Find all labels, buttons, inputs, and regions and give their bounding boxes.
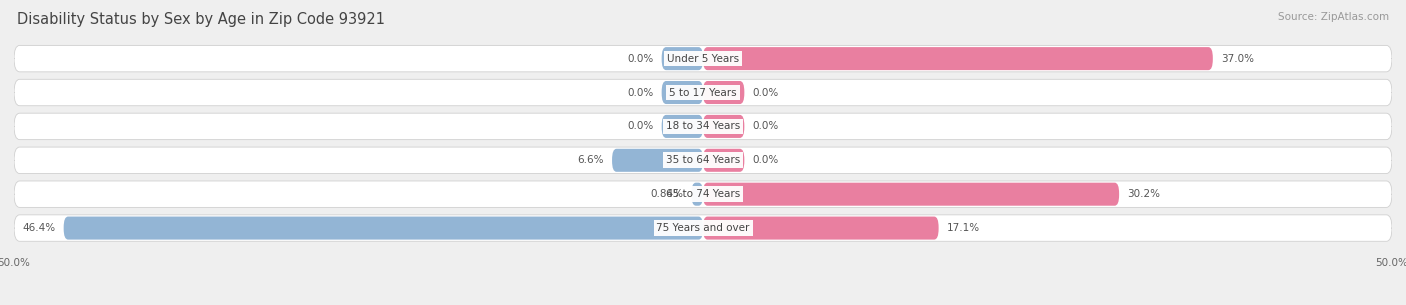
FancyBboxPatch shape (63, 217, 703, 240)
Text: 0.0%: 0.0% (627, 121, 654, 131)
Text: 0.0%: 0.0% (752, 88, 779, 98)
FancyBboxPatch shape (612, 149, 703, 172)
Text: 75 Years and over: 75 Years and over (657, 223, 749, 233)
Text: 0.84%: 0.84% (650, 189, 683, 199)
Text: 30.2%: 30.2% (1128, 189, 1160, 199)
FancyBboxPatch shape (703, 183, 1119, 206)
Text: 35 to 64 Years: 35 to 64 Years (666, 155, 740, 165)
FancyBboxPatch shape (662, 115, 703, 138)
FancyBboxPatch shape (703, 217, 939, 240)
FancyBboxPatch shape (14, 181, 1392, 207)
Text: 0.0%: 0.0% (752, 155, 779, 165)
FancyBboxPatch shape (662, 81, 703, 104)
Text: 46.4%: 46.4% (22, 223, 55, 233)
Text: 18 to 34 Years: 18 to 34 Years (666, 121, 740, 131)
Text: 37.0%: 37.0% (1220, 54, 1254, 64)
Text: 0.0%: 0.0% (752, 121, 779, 131)
FancyBboxPatch shape (14, 147, 1392, 174)
Text: 65 to 74 Years: 65 to 74 Years (666, 189, 740, 199)
Text: 5 to 17 Years: 5 to 17 Years (669, 88, 737, 98)
FancyBboxPatch shape (14, 113, 1392, 140)
FancyBboxPatch shape (703, 115, 744, 138)
FancyBboxPatch shape (14, 215, 1392, 241)
FancyBboxPatch shape (703, 81, 744, 104)
Text: 0.0%: 0.0% (627, 54, 654, 64)
Text: Disability Status by Sex by Age in Zip Code 93921: Disability Status by Sex by Age in Zip C… (17, 12, 385, 27)
Text: 0.0%: 0.0% (627, 88, 654, 98)
Text: 6.6%: 6.6% (578, 155, 603, 165)
FancyBboxPatch shape (703, 149, 744, 172)
Text: 17.1%: 17.1% (946, 223, 980, 233)
FancyBboxPatch shape (703, 47, 1213, 70)
FancyBboxPatch shape (662, 47, 703, 70)
FancyBboxPatch shape (692, 183, 703, 206)
FancyBboxPatch shape (14, 45, 1392, 72)
FancyBboxPatch shape (14, 79, 1392, 106)
Text: Under 5 Years: Under 5 Years (666, 54, 740, 64)
Text: Source: ZipAtlas.com: Source: ZipAtlas.com (1278, 12, 1389, 22)
